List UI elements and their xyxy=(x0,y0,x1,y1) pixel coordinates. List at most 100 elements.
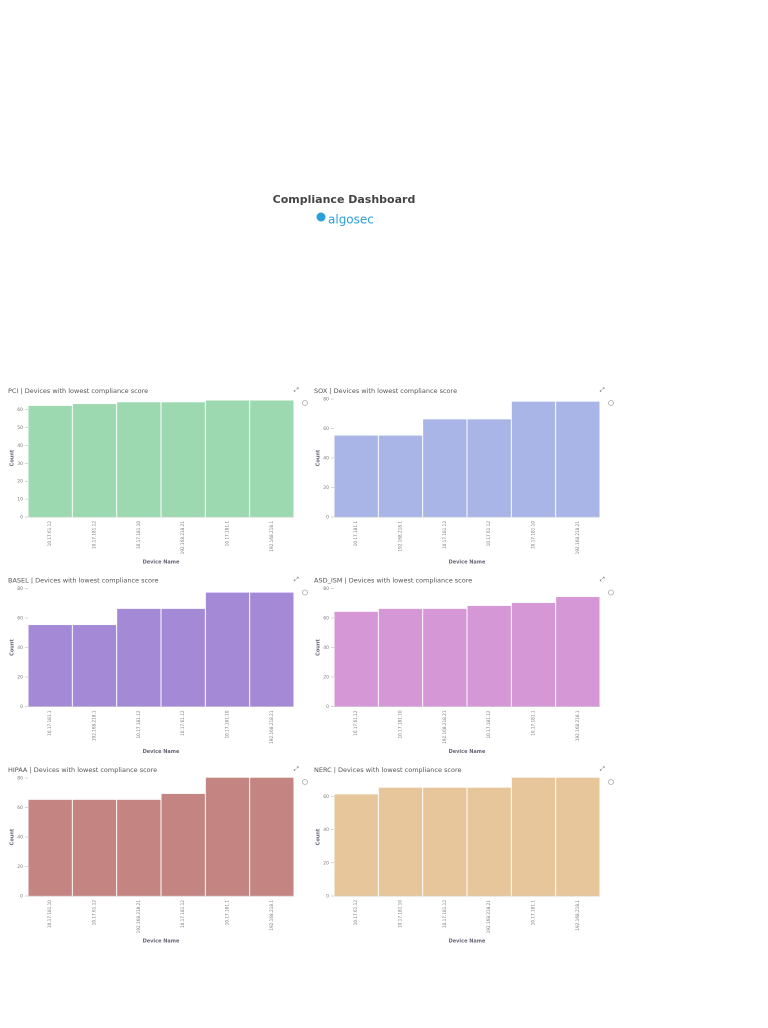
bar xyxy=(467,605,511,707)
x-axis-label: Device Name xyxy=(449,560,486,566)
refresh-icon xyxy=(302,400,308,406)
refresh-icon xyxy=(608,589,614,596)
chart-title: HIPAA | Devices with lowest compliance s… xyxy=(8,766,157,774)
bar xyxy=(511,401,556,518)
x-tick-label: 10.17.181.1 xyxy=(531,710,536,736)
bar xyxy=(72,625,117,707)
x-tick-label: 10.17.181.1 xyxy=(225,521,230,547)
expand-icon: ⤢ xyxy=(294,576,299,583)
x-axis-label: Device Name xyxy=(143,939,180,945)
y-tick-label: 0 xyxy=(20,515,23,521)
bar xyxy=(556,597,600,707)
expand-icon: ⤢ xyxy=(294,387,299,394)
chart-title: SOX | Devices with lowest compliance sco… xyxy=(314,387,457,395)
x-tick-label: 192.168.218.21 xyxy=(136,900,141,934)
bar xyxy=(334,611,378,707)
chart-title: NERC | Devices with lowest compliance sc… xyxy=(314,766,462,774)
y-axis-label: Count xyxy=(10,449,16,466)
x-tick-label: 192.168.218.1 xyxy=(92,710,97,741)
x-tick-label: 10.17.181.10 xyxy=(531,521,536,549)
bar xyxy=(250,400,294,518)
x-tick-label: 192.168.218.21 xyxy=(486,900,491,934)
bar xyxy=(250,592,294,707)
x-tick-label: 10.17.61.12 xyxy=(353,710,358,736)
x-tick-label: 10.17.61.12 xyxy=(353,900,358,926)
bar xyxy=(117,608,161,707)
x-tick-label: 10.17.181.10 xyxy=(225,710,230,738)
chart-title: ASD_ISM | Devices with lowest compliance… xyxy=(314,577,472,585)
x-tick-label: 192.168.218.21 xyxy=(269,710,274,744)
bar xyxy=(28,625,72,707)
expand-icon: ⤢ xyxy=(600,766,605,773)
x-tick-label: 192.168.218.1 xyxy=(269,521,274,552)
x-tick-label: 10.17.181.12 xyxy=(136,710,141,738)
dashboard-title: Compliance Dashboard xyxy=(273,193,416,206)
x-tick-label: 10.17.61.12 xyxy=(47,521,52,547)
y-tick-label: 80 xyxy=(323,397,329,403)
x-tick-label: 10.17.61.12 xyxy=(486,521,491,547)
y-tick-label: 40 xyxy=(323,645,329,651)
x-tick-label: 192.168.218.21 xyxy=(575,521,580,555)
bar xyxy=(161,793,205,897)
y-tick-label: 40 xyxy=(17,443,23,449)
x-tick-label: 10.17.61.12 xyxy=(180,710,185,736)
y-axis-label: Count xyxy=(316,639,322,656)
y-tick-label: 0 xyxy=(326,704,329,710)
y-axis-label: Count xyxy=(10,828,16,845)
y-tick-label: 60 xyxy=(17,616,23,622)
x-tick-label: 10.17.181.12 xyxy=(442,900,447,928)
bar xyxy=(334,794,378,897)
bar xyxy=(467,419,511,518)
bar xyxy=(161,608,205,707)
y-tick-label: 0 xyxy=(326,515,329,521)
bar xyxy=(72,799,117,897)
x-tick-label: 10.17.61.12 xyxy=(92,900,97,926)
bar xyxy=(334,435,378,518)
y-tick-label: 40 xyxy=(323,827,329,833)
x-axis-label: Device Name xyxy=(449,749,486,755)
x-tick-label: 10.17.181.12 xyxy=(442,521,447,549)
refresh-icon xyxy=(608,400,614,406)
bar xyxy=(72,404,117,518)
refresh-icon xyxy=(302,589,308,596)
bar xyxy=(117,799,161,897)
bar xyxy=(423,608,467,707)
y-tick-label: 40 xyxy=(17,835,23,841)
logo-icon xyxy=(316,212,326,222)
x-tick-label: 10.17.181.10 xyxy=(398,900,403,928)
x-axis-label: Device Name xyxy=(143,560,180,566)
bar xyxy=(378,608,423,707)
bar xyxy=(378,435,423,518)
chart-title: BASEL | Devices with lowest compliance s… xyxy=(8,577,159,585)
y-tick-label: 80 xyxy=(17,776,23,782)
x-tick-label: 192.168.218.21 xyxy=(180,521,185,555)
refresh-icon xyxy=(608,779,614,785)
y-tick-label: 60 xyxy=(17,805,23,811)
logo-text: algosec xyxy=(328,213,374,227)
bar xyxy=(28,405,72,518)
y-tick-label: 20 xyxy=(323,675,329,681)
bar xyxy=(378,787,423,897)
refresh-icon xyxy=(302,779,308,785)
bar xyxy=(511,602,556,707)
bar xyxy=(250,777,294,897)
y-tick-label: 40 xyxy=(323,456,329,462)
x-tick-label: 192.168.218.1 xyxy=(575,900,580,931)
chart-title: PCI | Devices with lowest compliance sco… xyxy=(8,387,148,395)
x-tick-label: 10.17.181.12 xyxy=(486,710,491,738)
x-tick-label: 10.17.181.10 xyxy=(47,900,52,928)
y-tick-label: 30 xyxy=(17,461,23,467)
y-tick-label: 60 xyxy=(323,426,329,432)
bar xyxy=(556,401,600,518)
y-tick-label: 20 xyxy=(17,864,23,870)
y-tick-label: 10 xyxy=(17,497,23,503)
y-tick-label: 40 xyxy=(17,645,23,651)
x-tick-label: 10.17.181.12 xyxy=(92,521,97,549)
x-tick-label: 10.17.181.10 xyxy=(136,521,141,549)
y-tick-label: 60 xyxy=(323,616,329,622)
y-tick-label: 60 xyxy=(323,794,329,800)
y-tick-label: 50 xyxy=(17,425,23,431)
y-axis-label: Count xyxy=(316,828,322,845)
y-tick-label: 20 xyxy=(17,675,23,681)
